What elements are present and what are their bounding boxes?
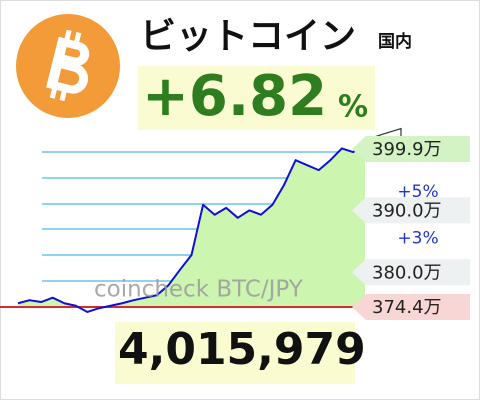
price: 4,015,979 [118, 324, 366, 375]
change-box [138, 66, 375, 130]
y-tick-label: +5% [397, 182, 438, 202]
bitcoin-logo [16, 14, 120, 118]
change-value: +6.82 [142, 64, 327, 129]
plot: 399.9万 +5%390.0万 +3% 380.0万 374.4万 [0, 127, 470, 320]
y-tick-box [352, 259, 470, 286]
y-tick-label: +3% [397, 229, 438, 249]
y-tick-label: 380.0万 [372, 262, 442, 283]
title: ビットコイン [140, 16, 356, 57]
y-tick-box [352, 136, 470, 163]
price-line [17, 137, 366, 313]
watermark: coincheck BTC/JPY [94, 277, 304, 303]
y-tick-label: 374.4万 [372, 297, 442, 318]
price-box [115, 322, 355, 384]
y-tick-label: 399.9万 [372, 139, 442, 160]
y-tick-box [352, 197, 470, 224]
subtitle: 国内 [378, 31, 412, 52]
y-tick-box [352, 293, 470, 320]
area-fill [18, 138, 365, 307]
change-unit: % [338, 90, 368, 125]
y-tick-label: 390.0万 [372, 200, 442, 221]
